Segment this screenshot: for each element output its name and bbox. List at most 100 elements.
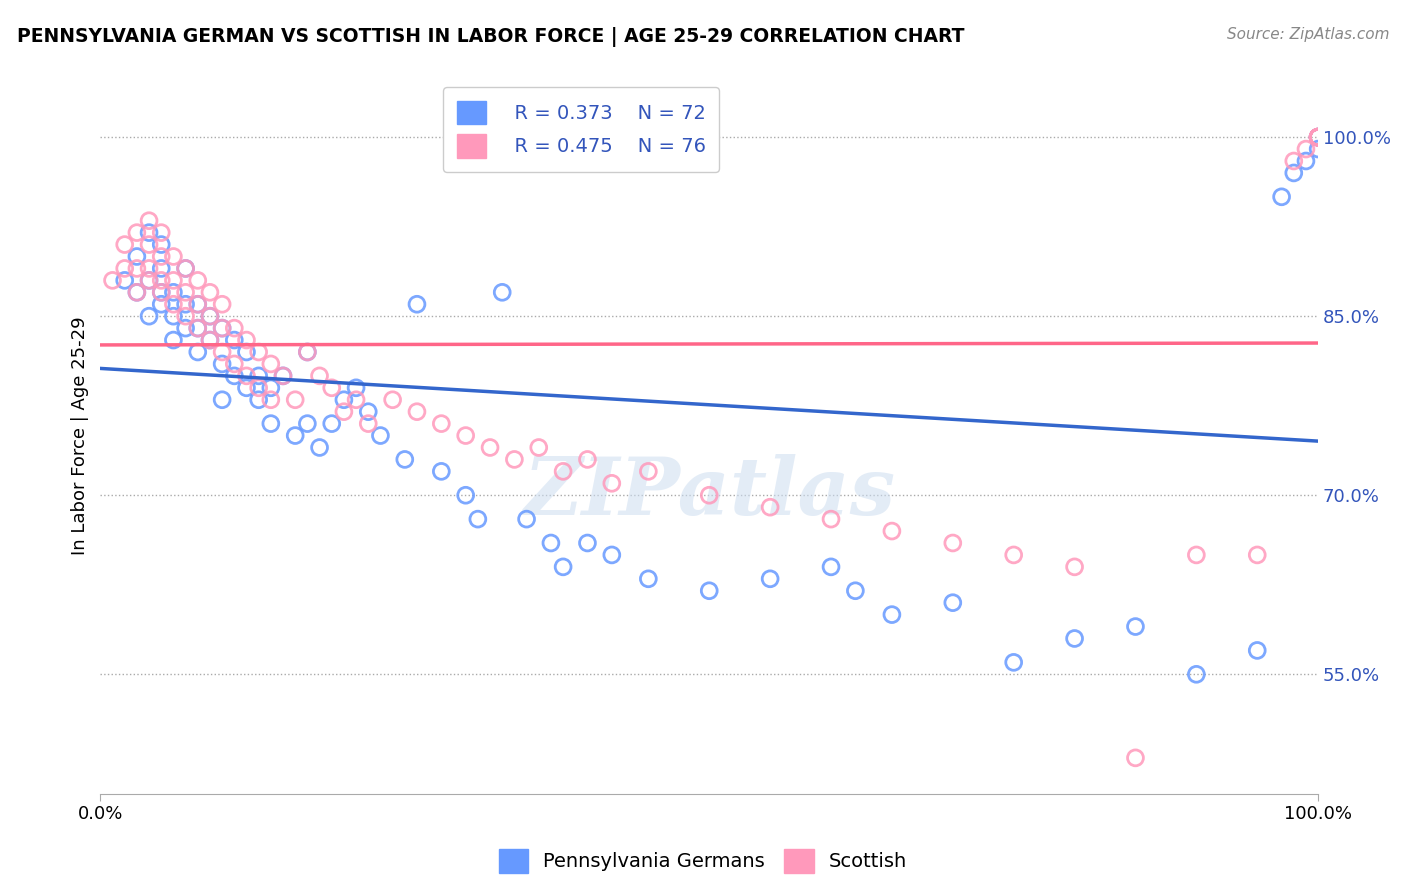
Text: ZIPatlas: ZIPatlas	[523, 454, 896, 532]
Point	[333, 392, 356, 407]
Point	[138, 273, 160, 287]
Point	[174, 309, 197, 323]
Point	[114, 237, 136, 252]
Point	[174, 285, 197, 300]
Point	[211, 321, 233, 335]
Point	[162, 273, 184, 287]
Point	[187, 321, 209, 335]
Point	[198, 333, 221, 347]
Point	[759, 572, 782, 586]
Point	[344, 381, 367, 395]
Point	[260, 357, 283, 371]
Point	[454, 428, 477, 442]
Point	[187, 273, 209, 287]
Point	[467, 512, 489, 526]
Point	[370, 428, 392, 442]
Point	[1063, 560, 1085, 574]
Point	[600, 548, 623, 562]
Point	[174, 321, 197, 335]
Point	[1063, 632, 1085, 646]
Point	[1282, 166, 1305, 180]
Point	[321, 417, 343, 431]
Point	[394, 452, 416, 467]
Point	[187, 345, 209, 359]
Point	[114, 273, 136, 287]
Point	[553, 560, 575, 574]
Point	[527, 441, 550, 455]
Point	[174, 297, 197, 311]
Point	[1295, 142, 1317, 156]
Point	[247, 368, 270, 383]
Point	[1308, 130, 1330, 145]
Point	[138, 226, 160, 240]
Point	[125, 261, 148, 276]
Point	[224, 368, 246, 383]
Point	[284, 392, 307, 407]
Point	[125, 285, 148, 300]
Point	[1246, 548, 1268, 562]
Point	[235, 381, 257, 395]
Text: Source: ZipAtlas.com: Source: ZipAtlas.com	[1226, 27, 1389, 42]
Point	[125, 250, 148, 264]
Point	[503, 452, 526, 467]
Point	[600, 476, 623, 491]
Point	[187, 297, 209, 311]
Point	[211, 321, 233, 335]
Point	[1308, 130, 1330, 145]
Point	[406, 297, 429, 311]
Point	[357, 405, 380, 419]
Point	[198, 309, 221, 323]
Point	[1246, 643, 1268, 657]
Legend:   R = 0.373    N = 72,   R = 0.475    N = 76: R = 0.373 N = 72, R = 0.475 N = 76	[443, 87, 720, 171]
Point	[1295, 153, 1317, 168]
Point	[1308, 130, 1330, 145]
Point	[576, 536, 599, 550]
Point	[150, 297, 173, 311]
Point	[260, 381, 283, 395]
Point	[553, 464, 575, 478]
Point	[247, 381, 270, 395]
Point	[1308, 130, 1330, 145]
Point	[138, 213, 160, 227]
Legend: Pennsylvania Germans, Scottish: Pennsylvania Germans, Scottish	[489, 839, 917, 882]
Point	[138, 261, 160, 276]
Point	[187, 321, 209, 335]
Point	[491, 285, 513, 300]
Point	[174, 261, 197, 276]
Point	[576, 452, 599, 467]
Point	[297, 417, 319, 431]
Point	[224, 357, 246, 371]
Point	[150, 226, 173, 240]
Point	[454, 488, 477, 502]
Point	[1308, 130, 1330, 145]
Point	[125, 285, 148, 300]
Point	[820, 512, 842, 526]
Point	[162, 250, 184, 264]
Point	[406, 405, 429, 419]
Point	[162, 297, 184, 311]
Point	[150, 261, 173, 276]
Point	[174, 261, 197, 276]
Point	[125, 226, 148, 240]
Point	[150, 285, 173, 300]
Point	[844, 583, 866, 598]
Point	[540, 536, 562, 550]
Point	[150, 285, 173, 300]
Point	[162, 285, 184, 300]
Point	[211, 357, 233, 371]
Point	[150, 273, 173, 287]
Y-axis label: In Labor Force | Age 25-29: In Labor Force | Age 25-29	[72, 317, 89, 555]
Point	[1271, 190, 1294, 204]
Point	[101, 273, 124, 287]
Point	[381, 392, 404, 407]
Point	[1002, 656, 1025, 670]
Point	[247, 392, 270, 407]
Point	[430, 464, 453, 478]
Point	[880, 524, 903, 538]
Point	[138, 309, 160, 323]
Point	[637, 464, 659, 478]
Point	[1282, 153, 1305, 168]
Point	[260, 392, 283, 407]
Point	[138, 273, 160, 287]
Point	[942, 596, 965, 610]
